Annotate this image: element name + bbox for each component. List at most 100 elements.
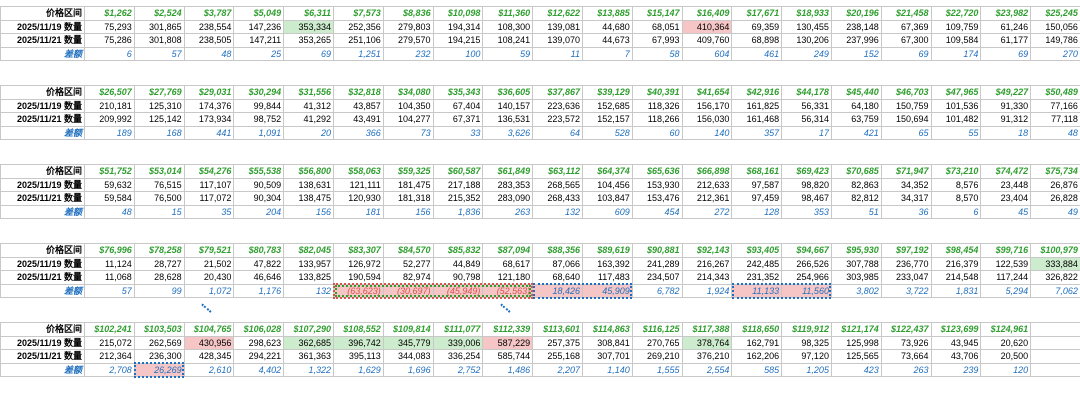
diff-cell[interactable]: 48: [1030, 125, 1080, 140]
qty-cell[interactable]: 118,266: [631, 112, 683, 127]
diff-cell[interactable]: (63,623): [332, 283, 384, 298]
qty-cell[interactable]: 344,083: [382, 349, 434, 364]
qty-cell[interactable]: 44,849: [432, 256, 484, 271]
price-cell[interactable]: $76,996: [84, 243, 135, 258]
price-cell[interactable]: $114,863: [581, 322, 633, 337]
qty-cell[interactable]: 233,047: [880, 270, 932, 285]
diff-cell[interactable]: 132: [283, 283, 334, 298]
qty-cell[interactable]: 307,701: [581, 349, 633, 364]
qty-cell[interactable]: 214,343: [681, 270, 733, 285]
diff-cell[interactable]: 357: [731, 125, 783, 140]
diff-cell[interactable]: 64: [532, 125, 583, 140]
qty-cell[interactable]: 150,694: [880, 112, 932, 127]
qty-cell[interactable]: 194,215: [432, 33, 484, 48]
diff-cell[interactable]: 181: [332, 204, 384, 219]
qty-cell[interactable]: 117,072: [183, 191, 235, 206]
qty-cell[interactable]: 8,576: [930, 177, 982, 192]
diff-cell[interactable]: 3,722: [880, 283, 932, 298]
qty-cell[interactable]: 430,956: [183, 335, 235, 350]
qty-cell[interactable]: 117,483: [581, 270, 633, 285]
diff-cell[interactable]: 45: [980, 204, 1032, 219]
qty-cell[interactable]: 52,277: [382, 256, 434, 271]
qty-cell[interactable]: 56,331: [781, 98, 832, 113]
qty-cell[interactable]: 279,570: [382, 33, 434, 48]
price-cell[interactable]: $79,521: [183, 243, 235, 258]
price-cell[interactable]: $47,965: [930, 85, 982, 100]
diff-cell[interactable]: 2,554: [681, 362, 733, 377]
diff-cell[interactable]: 3,626: [482, 125, 534, 140]
qty-cell[interactable]: 90,509: [233, 177, 285, 192]
diff-cell[interactable]: 2,610: [183, 362, 235, 377]
price-cell[interactable]: $74,472: [980, 164, 1032, 179]
price-cell[interactable]: $104,765: [183, 322, 235, 337]
qty-cell[interactable]: 103,847: [581, 191, 633, 206]
qty-cell[interactable]: 44,680: [581, 19, 633, 34]
diff-cell[interactable]: 18: [980, 125, 1032, 140]
diff-cell[interactable]: 604: [681, 46, 733, 61]
diff-cell[interactable]: 36: [880, 204, 932, 219]
qty-cell[interactable]: 301,808: [133, 33, 185, 48]
qty-cell[interactable]: 147,236: [233, 19, 285, 34]
price-cell[interactable]: $58,063: [332, 164, 384, 179]
qty-cell[interactable]: 41,312: [283, 98, 334, 113]
qty-cell[interactable]: 174,376: [183, 98, 235, 113]
price-cell[interactable]: $27,769: [133, 85, 185, 100]
price-cell[interactable]: $119,912: [781, 322, 832, 337]
price-cell[interactable]: $16,409: [681, 6, 733, 21]
qty-cell[interactable]: 236,300: [133, 349, 185, 364]
diff-cell[interactable]: (45,949): [432, 283, 484, 298]
diff-cell[interactable]: 156: [382, 204, 434, 219]
price-cell[interactable]: $26,507: [84, 85, 135, 100]
qty-cell[interactable]: 353,334: [283, 19, 334, 34]
qty-cell[interactable]: 214,548: [930, 270, 982, 285]
diff-cell[interactable]: 609: [581, 204, 633, 219]
diff-cell[interactable]: 263: [880, 362, 932, 377]
diff-cell[interactable]: 353: [781, 204, 832, 219]
qty-cell[interactable]: 212,364: [84, 349, 135, 364]
diff-cell[interactable]: 33: [432, 125, 484, 140]
price-cell[interactable]: $41,654: [681, 85, 733, 100]
qty-cell[interactable]: 21,502: [183, 256, 235, 271]
qty-cell[interactable]: 67,369: [880, 19, 932, 34]
qty-cell[interactable]: 8,570: [930, 191, 982, 206]
price-cell[interactable]: $39,129: [581, 85, 633, 100]
qty-cell[interactable]: 125,142: [133, 112, 185, 127]
price-cell[interactable]: $73,210: [930, 164, 982, 179]
price-cell[interactable]: $50,489: [1030, 85, 1080, 100]
price-cell[interactable]: $22,720: [930, 6, 982, 21]
price-cell[interactable]: $93,405: [731, 243, 783, 258]
row-label[interactable]: 2025/11/21 数量: [0, 270, 85, 285]
price-cell[interactable]: $71,947: [880, 164, 932, 179]
qty-cell[interactable]: 101,482: [930, 112, 982, 127]
qty-cell[interactable]: 77,166: [1030, 98, 1080, 113]
price-cell[interactable]: $54,276: [183, 164, 235, 179]
price-cell[interactable]: $75,734: [1030, 164, 1080, 179]
qty-cell[interactable]: 67,404: [432, 98, 484, 113]
qty-cell[interactable]: 98,325: [781, 335, 832, 350]
diff-cell[interactable]: 454: [631, 204, 683, 219]
qty-cell[interactable]: 339,006: [432, 335, 484, 350]
qty-cell[interactable]: 223,636: [532, 98, 583, 113]
row-label[interactable]: 差额: [0, 204, 85, 219]
price-cell[interactable]: $15,147: [631, 6, 683, 21]
diff-cell[interactable]: 57: [133, 46, 185, 61]
price-cell[interactable]: $112,339: [482, 322, 534, 337]
price-cell[interactable]: $7,573: [332, 6, 384, 21]
qty-cell[interactable]: 294,221: [233, 349, 285, 364]
diff-cell[interactable]: 1,091: [233, 125, 285, 140]
price-cell[interactable]: $121,174: [830, 322, 882, 337]
diff-cell[interactable]: 1,140: [581, 362, 633, 377]
qty-cell[interactable]: [1030, 349, 1080, 364]
qty-cell[interactable]: 133,825: [283, 270, 334, 285]
price-cell[interactable]: $34,080: [382, 85, 434, 100]
qty-cell[interactable]: 76,515: [133, 177, 185, 192]
diff-cell[interactable]: 1,924: [681, 283, 733, 298]
diff-cell[interactable]: 6: [930, 204, 982, 219]
qty-cell[interactable]: 241,289: [631, 256, 683, 271]
diff-cell[interactable]: 1,322: [283, 362, 334, 377]
price-cell[interactable]: $60,587: [432, 164, 484, 179]
diff-cell[interactable]: 585: [731, 362, 783, 377]
row-label[interactable]: 价格区间: [0, 164, 85, 179]
qty-cell[interactable]: 237,996: [830, 33, 882, 48]
qty-cell[interactable]: 133,957: [283, 256, 334, 271]
